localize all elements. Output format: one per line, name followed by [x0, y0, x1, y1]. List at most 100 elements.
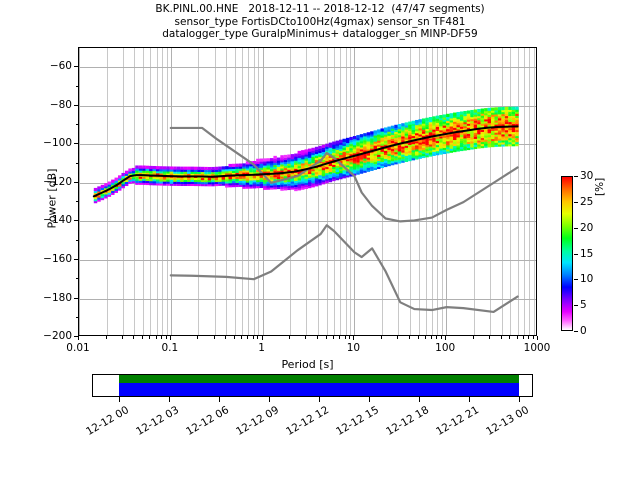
- ppsd-histogram-cell: [421, 146, 426, 150]
- ppsd-histogram-cell: [311, 178, 315, 182]
- ppsd-histogram-cell: [366, 156, 371, 160]
- grid-line-vertical: [510, 48, 512, 335]
- ppsd-histogram-cell: [404, 124, 409, 128]
- ppsd-histogram-cell: [307, 168, 312, 172]
- ppsd-histogram-cell: [107, 185, 112, 189]
- ppsd-histogram-cell: [335, 148, 340, 152]
- ppsd-histogram-cell: [342, 154, 346, 159]
- ppsd-histogram-cell: [145, 181, 150, 186]
- ppsd-histogram-cell: [138, 179, 143, 183]
- colorbar[interactable]: [561, 176, 573, 331]
- ppsd-histogram-cell: [297, 185, 302, 189]
- grid-line-vertical: [317, 48, 319, 335]
- ppsd-histogram-cell: [359, 170, 364, 174]
- ppsd-histogram-cell: [439, 143, 443, 147]
- ppsd-histogram-cell: [453, 132, 457, 136]
- ppsd-histogram-cell: [149, 175, 153, 180]
- ppsd-histogram-cell: [307, 152, 312, 156]
- ppsd-histogram-cell: [155, 168, 160, 172]
- ppsd-histogram-cell: [104, 191, 108, 195]
- grid-line-vertical: [198, 48, 200, 335]
- ppsd-histogram-cell: [193, 166, 198, 170]
- ppsd-histogram-cell: [356, 169, 360, 173]
- ppsd-histogram-cell: [256, 170, 260, 175]
- ppsd-histogram-cell: [432, 122, 436, 126]
- ppsd-histogram-cell: [301, 152, 305, 156]
- ppsd-histogram-cell: [145, 169, 150, 173]
- ppsd-histogram-cell: [276, 169, 281, 173]
- ppsd-histogram-cell: [387, 158, 391, 163]
- ppsd-histogram-cell: [380, 134, 384, 138]
- ppsd-histogram-cell: [442, 116, 447, 120]
- ppsd-histogram-cell: [508, 139, 512, 143]
- ppsd-histogram-cell: [387, 150, 391, 155]
- ppsd-histogram-cell: [504, 139, 509, 143]
- ppsd-histogram-cell: [504, 112, 509, 117]
- y-axis-tick: [74, 181, 78, 183]
- ppsd-histogram-cell: [470, 111, 474, 116]
- ppsd-histogram-cell: [155, 182, 160, 186]
- ppsd-histogram-cell: [190, 166, 194, 170]
- grid-line-vertical: [442, 48, 443, 335]
- ppsd-histogram-cell: [421, 142, 426, 146]
- x-axis-tick: [441, 336, 442, 339]
- ppsd-histogram-cell: [297, 158, 302, 163]
- ppsd-histogram-cell: [197, 176, 201, 181]
- ppsd-histogram-cell: [111, 179, 115, 183]
- ppsd-histogram-cell: [408, 157, 412, 162]
- x-axis-tick: [261, 336, 263, 340]
- ppsd-histogram-cell: [480, 128, 485, 132]
- x-axis-tick: [149, 336, 151, 339]
- ppsd-histogram-cell: [463, 133, 467, 137]
- y-axis-minor-tick: [75, 278, 78, 280]
- ppsd-histogram-cell: [456, 114, 460, 118]
- ppsd-histogram-cell: [117, 179, 122, 183]
- ppsd-histogram-cell: [442, 118, 447, 122]
- ppsd-histogram-cell: [504, 108, 509, 113]
- ppsd-histogram-cell: [235, 175, 239, 179]
- ppsd-histogram-cell: [446, 123, 450, 128]
- ppsd-histogram-cell: [411, 155, 416, 159]
- ppsd-histogram-cell: [231, 179, 236, 184]
- ppsd-histogram-cell: [439, 147, 443, 151]
- ppsd-histogram-cell: [318, 153, 322, 158]
- ppsd-histogram-cell: [128, 172, 132, 176]
- ppsd-histogram-cell: [221, 172, 226, 176]
- ppsd-histogram-cell: [425, 127, 429, 132]
- x-axis-tick: [225, 336, 227, 339]
- ppsd-histogram-cell: [325, 159, 329, 164]
- ppsd-histogram-cell: [225, 170, 229, 174]
- ppsd-histogram-cell: [335, 152, 340, 156]
- ppsd-histogram-cell: [290, 186, 295, 190]
- ppsd-histogram-cell: [435, 115, 440, 119]
- colorbar-tick-label: 25: [580, 195, 594, 208]
- ppsd-histogram-cell: [401, 147, 405, 151]
- ppsd-histogram-cell: [204, 179, 208, 183]
- ppsd-histogram-cell: [290, 162, 295, 166]
- grid-line-vertical: [340, 48, 342, 335]
- ppsd-histogram-cell: [301, 178, 305, 182]
- ppsd-histogram-cell: [287, 172, 291, 176]
- ppsd-histogram-cell: [373, 152, 378, 156]
- ppsd-histogram-cell: [439, 117, 443, 121]
- ppsd-histogram-cell: [263, 170, 267, 174]
- ppsd-histogram-cell: [332, 153, 336, 157]
- ppsd-histogram-cell: [463, 115, 467, 119]
- ppsd-histogram-cell: [501, 129, 505, 133]
- ppsd-histogram-cell: [180, 182, 184, 187]
- ppsd-histogram-cell: [401, 123, 405, 127]
- ppsd-histogram-cell: [145, 175, 150, 179]
- ppsd-histogram-cell: [269, 176, 274, 180]
- ppsd-histogram-cell: [491, 133, 495, 138]
- ppsd-histogram-cell: [459, 125, 464, 129]
- ppsd-histogram-cell: [266, 176, 270, 180]
- ppsd-histogram-cell: [294, 163, 298, 167]
- data-coverage-timeline[interactable]: [92, 374, 533, 397]
- ppsd-histogram-cell: [245, 181, 250, 185]
- ppsd-histogram-cell: [183, 168, 188, 172]
- ppsd-plot-area[interactable]: [78, 47, 537, 336]
- ppsd-histogram-cell: [383, 147, 388, 151]
- ppsd-histogram-cell: [449, 145, 454, 149]
- ppsd-histogram-cell: [408, 149, 412, 154]
- ppsd-histogram-cell: [487, 140, 492, 144]
